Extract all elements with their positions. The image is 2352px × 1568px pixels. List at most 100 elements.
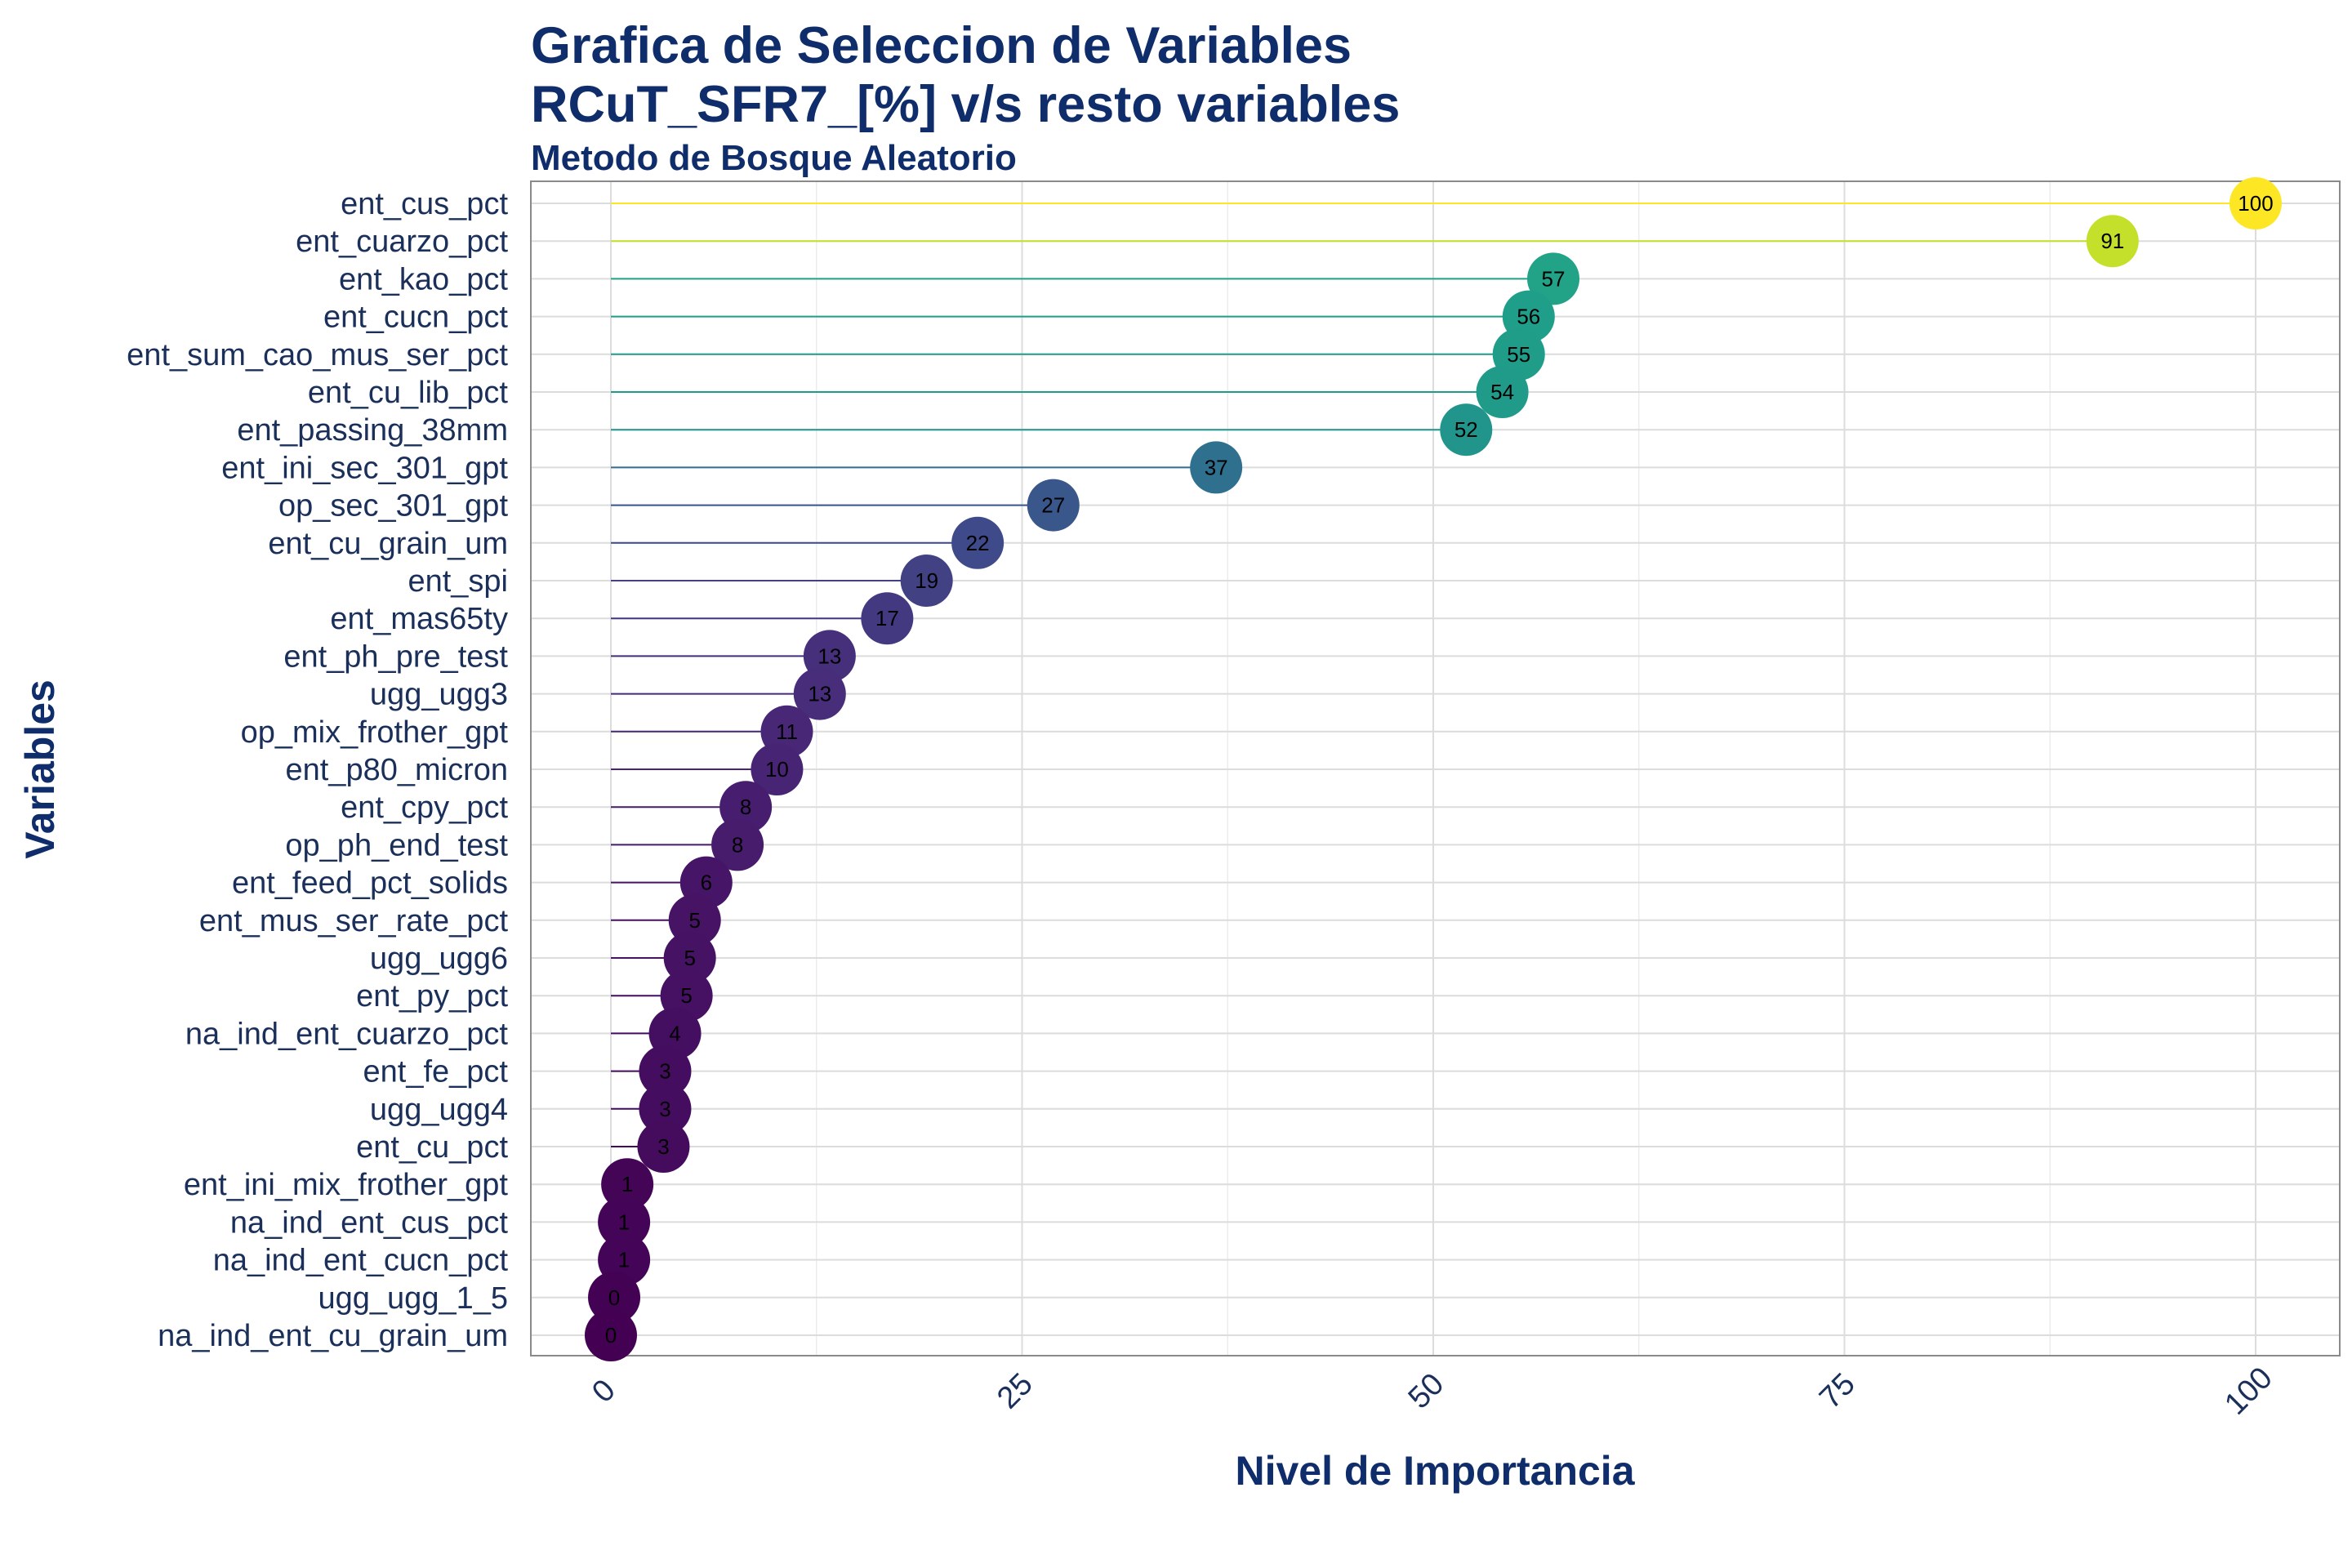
y-axis-label: ent_ph_pre_test	[283, 639, 508, 674]
y-axis-label: ugg_ugg6	[370, 942, 508, 976]
y-axis-label: op_sec_301_gpt	[278, 489, 508, 523]
value-label: 3	[657, 1134, 669, 1159]
y-axis-label: na_ind_ent_cu_grain_um	[158, 1319, 508, 1353]
value-label: 54	[1490, 380, 1514, 404]
y-axis-label: ent_kao_pct	[339, 262, 508, 296]
x-axis-tick-label: 0	[586, 1373, 622, 1410]
lollipop-dot	[751, 743, 804, 795]
y-axis-label: na_ind_ent_cus_pct	[230, 1205, 509, 1240]
value-label: 1	[618, 1248, 630, 1272]
plot-panel-border	[530, 180, 2341, 1356]
y-axis-label: ugg_ugg3	[370, 678, 508, 712]
y-axis-label: na_ind_ent_cucn_pct	[213, 1244, 509, 1278]
lollipop-dot	[637, 1120, 690, 1173]
y-axis-label: op_mix_frother_gpt	[241, 715, 509, 750]
value-label: 10	[765, 757, 789, 782]
y-axis-label: ent_feed_pct_solids	[232, 866, 508, 901]
chart-subtitle: Metodo de Bosque Aleatorio	[531, 138, 1017, 178]
value-label: 8	[732, 832, 743, 857]
value-label: 11	[776, 719, 798, 744]
lollipop-dot	[639, 1082, 692, 1135]
value-label: 19	[915, 568, 938, 593]
lollipop-dot	[1190, 441, 1243, 494]
value-label: 4	[669, 1021, 680, 1045]
lollipop-dot	[601, 1158, 654, 1211]
value-label: 3	[659, 1097, 670, 1121]
x-axis-tick-label: 75	[1813, 1367, 1862, 1416]
y-axis-label: ent_spi	[408, 564, 508, 599]
lollipop-dot	[900, 555, 953, 607]
lollipop-dots	[585, 177, 2282, 1361]
lollipop-dot	[793, 667, 846, 720]
value-label: 6	[701, 871, 712, 895]
value-label: 56	[1517, 305, 1540, 329]
lollipop-dot	[2230, 177, 2282, 229]
y-axis-label: ugg_ugg4	[370, 1093, 508, 1127]
y-axis-label: na_ind_ent_cuarzo_pct	[185, 1017, 509, 1051]
y-axis-label: ent_cus_pct	[341, 187, 508, 221]
y-axis-label: ent_cu_pct	[356, 1130, 508, 1165]
value-label: 22	[966, 531, 990, 555]
lollipop-dot	[711, 818, 764, 871]
x-axis-title: Nivel de Importancia	[1235, 1448, 1635, 1494]
value-label: 91	[2100, 229, 2124, 253]
value-label: 13	[808, 682, 831, 706]
lollipop-dot	[1440, 403, 1493, 457]
y-axis-label: ent_cpy_pct	[341, 791, 508, 825]
lollipop-stems	[611, 203, 2256, 1298]
value-label: 55	[1507, 342, 1530, 367]
value-label: 5	[688, 908, 700, 933]
y-axis-label: ugg_ugg_1_5	[318, 1281, 508, 1316]
value-label: 1	[618, 1209, 630, 1234]
x-axis-tick-label: 25	[991, 1367, 1040, 1416]
value-label: 5	[680, 983, 692, 1008]
lollipop-dot	[1476, 366, 1529, 418]
y-axis-label: ent_p80_micron	[285, 753, 508, 787]
y-axis-label: ent_mus_ser_rate_pct	[199, 904, 509, 938]
lollipop-dot	[598, 1196, 651, 1249]
value-label: 13	[817, 644, 841, 668]
lollipop-dot	[1527, 252, 1580, 305]
lollipop-dot	[639, 1045, 692, 1098]
value-label: 5	[684, 946, 695, 970]
y-axis-label: ent_py_pct	[356, 979, 508, 1013]
value-label: 0	[608, 1285, 620, 1310]
value-label: 27	[1041, 493, 1065, 518]
value-label: 37	[1205, 455, 1228, 479]
lollipop-dot	[861, 592, 914, 645]
y-axis-label: op_ph_end_test	[285, 828, 508, 862]
y-axis-label: ent_sum_cao_mus_ser_pct	[127, 338, 508, 372]
lollipop-dot	[588, 1271, 641, 1324]
lollipop-dot	[951, 516, 1004, 569]
value-label: 57	[1542, 266, 1566, 291]
y-axis-label: ent_cu_lib_pct	[308, 376, 509, 410]
y-axis-title: Variables	[17, 679, 63, 859]
x-axis-tick-label: 50	[1402, 1367, 1451, 1416]
lollipop-dot	[1027, 479, 1080, 532]
value-label: 100	[2238, 191, 2273, 216]
value-label: 3	[659, 1059, 670, 1084]
y-axis-label: ent_mas65ty	[330, 602, 508, 636]
value-labels: 1009157565554523727221917131311108865554…	[605, 191, 2274, 1348]
value-label: 17	[875, 606, 899, 630]
y-axis-label: ent_cucn_pct	[323, 301, 508, 335]
x-axis-tick-label: 100	[2218, 1361, 2279, 1422]
lollipop-dot	[663, 932, 716, 984]
y-axis-label: ent_fe_pct	[363, 1055, 509, 1089]
y-axis-label: ent_cuarzo_pct	[296, 225, 508, 259]
value-label: 8	[740, 795, 751, 819]
value-label: 52	[1454, 417, 1478, 442]
x-axis-ticks: 0 25 50 75 100	[586, 1361, 2279, 1422]
value-label: 0	[605, 1323, 617, 1348]
y-axis-label: ent_cu_grain_um	[268, 527, 508, 561]
value-label: 1	[621, 1172, 633, 1196]
lollipop-dot	[585, 1309, 637, 1361]
chart-title: Grafica de Seleccion de Variables	[531, 17, 1352, 74]
y-axis-label: ent_ini_mix_frother_gpt	[184, 1168, 509, 1202]
chart-title-line2: RCuT_SFR7_[%] v/s resto variables	[531, 76, 1401, 133]
lollipop-dot	[2086, 215, 2139, 268]
y-axis-label: ent_passing_38mm	[237, 413, 508, 448]
y-axis-label: ent_ini_sec_301_gpt	[221, 451, 508, 485]
